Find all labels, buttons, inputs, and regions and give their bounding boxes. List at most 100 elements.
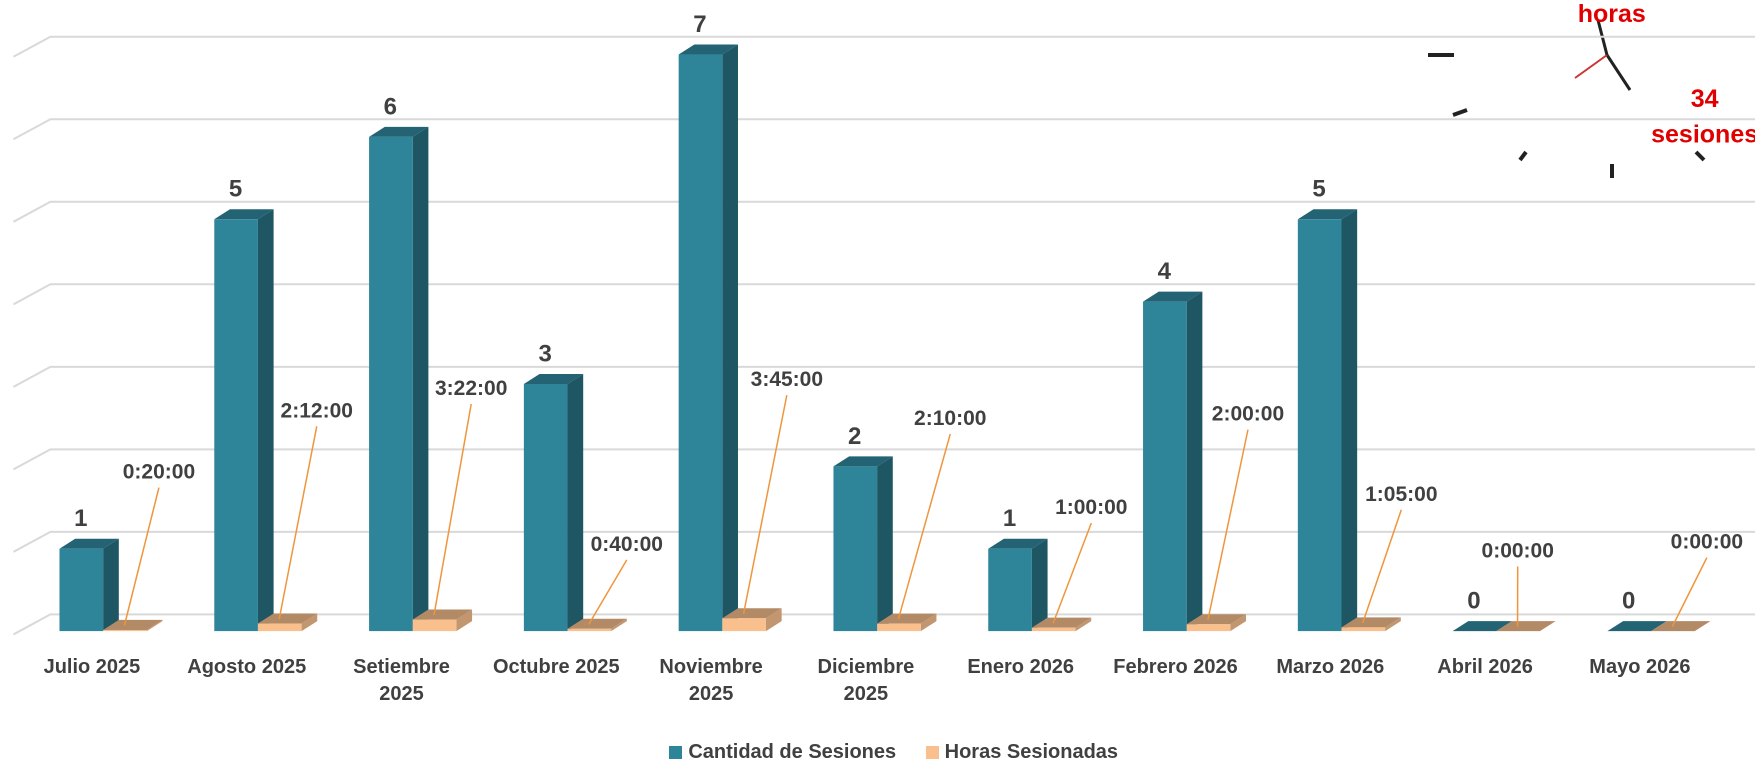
leader-line — [897, 433, 951, 620]
data-label: 0:20:00 — [123, 461, 195, 484]
bar-front — [1341, 627, 1386, 632]
bar — [1031, 617, 1092, 632]
data-label: 5 — [1312, 176, 1325, 203]
annotation: 34 — [1691, 85, 1719, 113]
bar — [257, 613, 318, 632]
bar — [1143, 291, 1203, 632]
x-tick-label: Febrero 2026 — [1113, 656, 1238, 679]
bar-front — [833, 466, 878, 632]
data-label: 0 — [1622, 588, 1635, 615]
bar-front — [103, 629, 147, 632]
bar — [214, 209, 274, 632]
leader-line — [1362, 509, 1403, 624]
bar-top — [567, 618, 627, 629]
bar-front — [1031, 627, 1076, 632]
bar-top — [1031, 617, 1092, 628]
bar-side — [456, 609, 473, 632]
bar — [722, 608, 782, 632]
bar-top — [1651, 621, 1711, 632]
bar-side — [412, 126, 429, 632]
bar-side — [1031, 538, 1048, 632]
bar-top — [214, 209, 274, 220]
data-label: 2:00:00 — [1212, 403, 1284, 426]
bar-front — [1143, 301, 1187, 632]
x-tick-label: Abril 2026 — [1437, 656, 1533, 679]
leader-line — [433, 403, 472, 616]
bar — [59, 538, 119, 632]
legend-item: Horas Sesionadas — [925, 741, 1119, 764]
bar-top — [1341, 617, 1401, 628]
bar-top — [1186, 614, 1247, 625]
bar-side — [1385, 617, 1401, 632]
x-tick-label: Enero 2026 — [967, 656, 1075, 679]
bar-top — [833, 456, 893, 467]
bar-top — [1143, 291, 1203, 302]
leader-line — [1207, 429, 1249, 620]
data-label: 5 — [229, 176, 242, 203]
bar-front — [523, 384, 568, 632]
x-tick-label: Setiembre 2025 — [353, 656, 450, 706]
x-tick-label: Octubre 2025 — [492, 656, 620, 679]
grid-line — [12, 283, 1755, 306]
bar-top — [1297, 209, 1358, 220]
data-label: 1:05:00 — [1365, 483, 1437, 506]
bar-front — [214, 219, 258, 632]
annotation: sesiones — [1651, 120, 1755, 148]
bar — [833, 456, 893, 632]
bar — [1452, 621, 1512, 632]
bar — [103, 619, 163, 632]
data-label: 3:22:00 — [435, 377, 507, 400]
data-label: 0:00:00 — [1671, 531, 1743, 554]
bar-side — [567, 373, 584, 632]
legend-swatch — [669, 746, 683, 760]
x-tick-label: Agosto 2025 — [187, 656, 307, 679]
data-label: 3 — [538, 340, 551, 367]
bar-top — [1607, 621, 1667, 632]
bar-top — [369, 126, 429, 137]
bar-front — [59, 548, 104, 632]
bar-front — [988, 548, 1032, 632]
leader-line — [278, 426, 318, 620]
data-label: 0:40:00 — [591, 533, 663, 556]
x-tick-label: Noviembre 2025 — [659, 656, 763, 706]
bar-top — [722, 608, 782, 619]
bar — [567, 618, 627, 632]
bar-side — [257, 209, 274, 632]
data-label: 3:45:00 — [751, 368, 823, 391]
x-tick-label: Marzo 2026 — [1276, 656, 1385, 679]
bar-side — [611, 618, 627, 632]
bar-front — [722, 618, 766, 632]
legend-label: Horas Sesionadas — [944, 741, 1119, 764]
bar-top — [412, 609, 473, 620]
data-label: 4 — [1158, 258, 1172, 285]
data-label: 2:10:00 — [914, 407, 986, 430]
bar — [1607, 621, 1667, 632]
bar — [1297, 209, 1358, 632]
legend-item: Cantidad de Sesiones — [669, 741, 896, 764]
legend-label: Cantidad de Sesiones — [688, 741, 897, 764]
bar-front — [257, 623, 302, 632]
bar-side — [1075, 617, 1092, 632]
bar-front — [412, 619, 457, 632]
data-label: 2 — [848, 423, 861, 450]
bar-top — [1452, 621, 1512, 632]
bar — [988, 538, 1048, 632]
bar — [877, 613, 937, 632]
bar-top — [103, 619, 163, 630]
bar-top — [59, 538, 119, 549]
grid-line — [12, 118, 1755, 141]
leader-line — [588, 559, 628, 625]
data-label: 0:00:00 — [1482, 540, 1554, 563]
bar-top — [1496, 621, 1556, 632]
bar — [369, 126, 429, 632]
bar — [678, 44, 738, 632]
bar — [523, 373, 584, 632]
data-label: 6 — [384, 93, 397, 120]
bar — [412, 609, 473, 632]
bar-front — [1297, 219, 1342, 632]
bar-top — [678, 44, 738, 55]
bar-front — [1186, 624, 1231, 632]
bar-side — [1186, 291, 1203, 632]
bar-top — [523, 373, 584, 384]
